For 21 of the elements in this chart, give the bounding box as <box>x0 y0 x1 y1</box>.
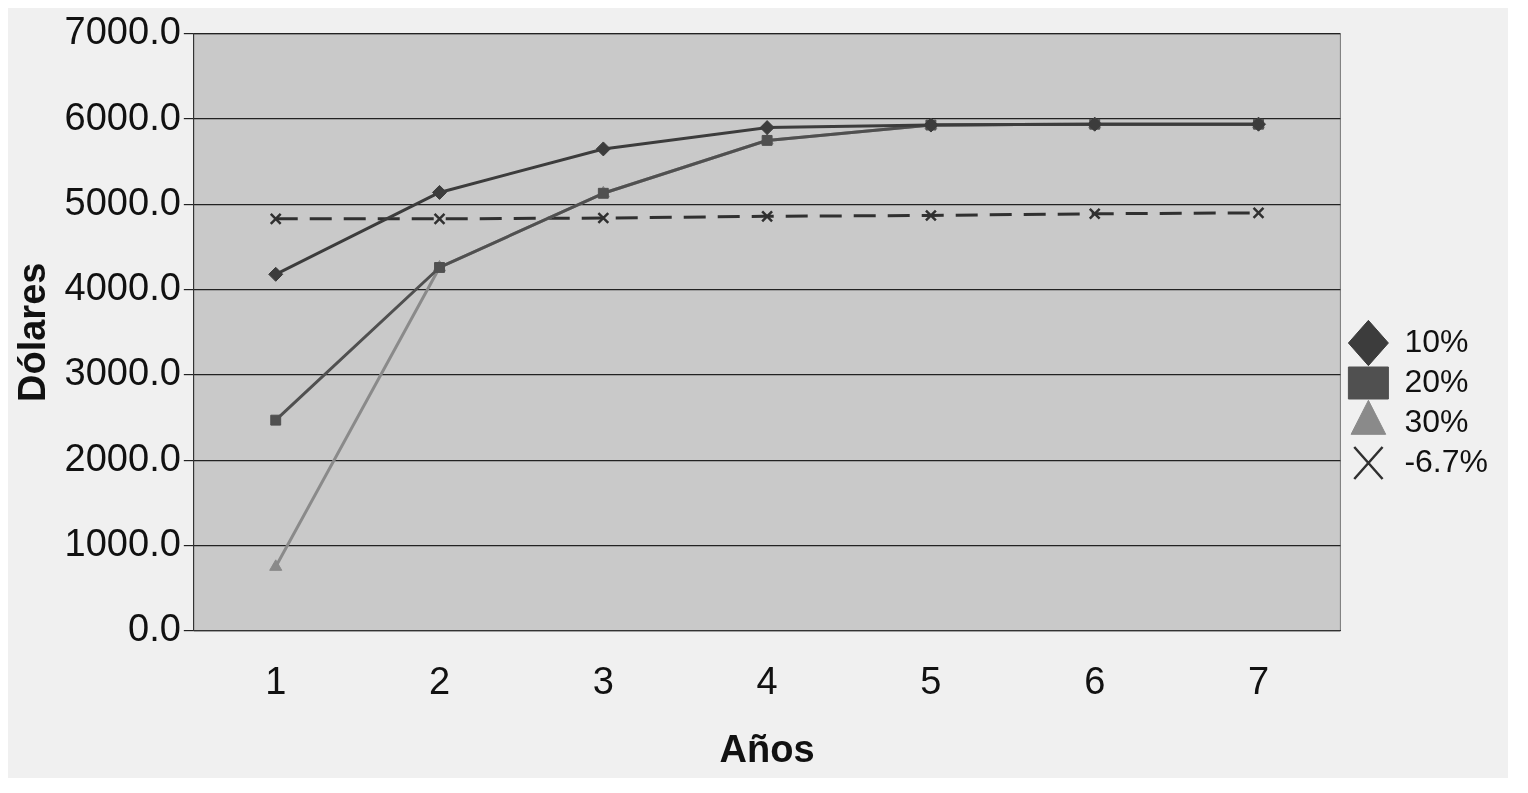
x-tick-label: 3 <box>592 660 614 703</box>
x-tick-label: 4 <box>756 660 778 703</box>
x-tick-label: 6 <box>1084 660 1106 703</box>
x-axis-title: Años <box>719 727 815 770</box>
y-tick-label: 3000.0 <box>64 351 181 394</box>
y-tick-label: 6000.0 <box>64 95 181 138</box>
x-tick-label: 2 <box>428 660 451 703</box>
y-tick-label: 4000.0 <box>64 266 181 309</box>
y-tick-label: 2000.0 <box>64 436 181 479</box>
y-tick-label: 0.0 <box>128 607 181 650</box>
legend-label: 10% <box>1404 322 1469 359</box>
legend-label: 30% <box>1404 402 1469 439</box>
y-axis-title: Dólares <box>11 262 54 402</box>
y-tick-label: 5000.0 <box>64 180 181 223</box>
x-tick-label: 5 <box>920 660 942 703</box>
y-tick-label: 7000.0 <box>64 10 181 53</box>
y-tick-label: 1000.0 <box>64 522 181 564</box>
legend-label: 20% <box>1404 362 1469 399</box>
x-tick-label: 7 <box>1247 660 1270 703</box>
x-tick-label: 1 <box>265 660 287 703</box>
legend-label: -6.7% <box>1404 442 1488 479</box>
